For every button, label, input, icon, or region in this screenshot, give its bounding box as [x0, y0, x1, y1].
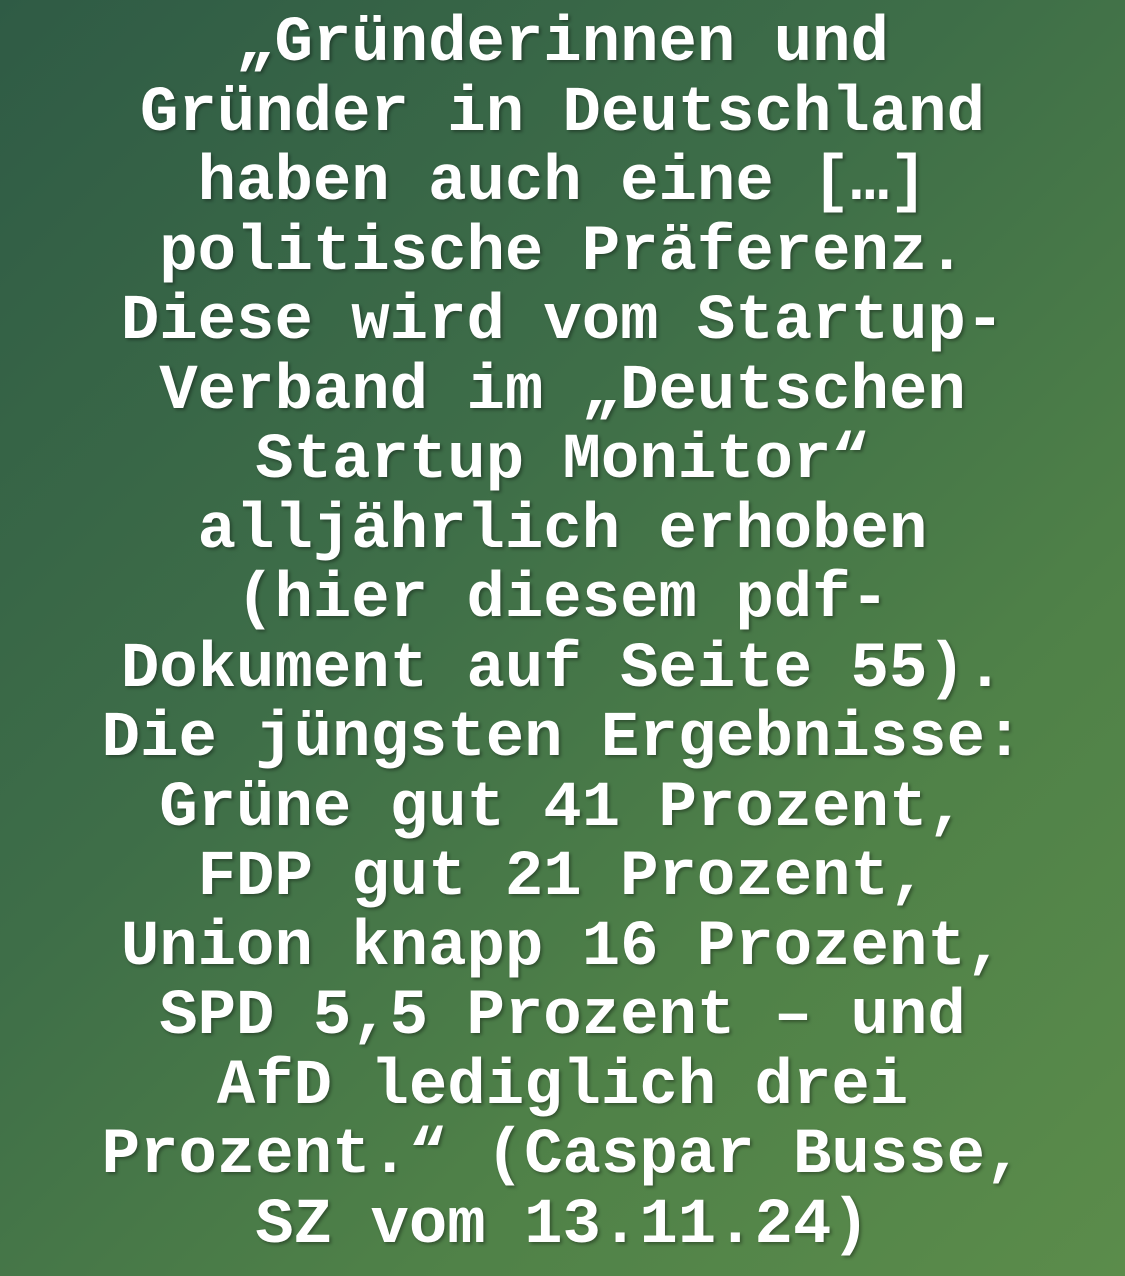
quote-line: SPD 5,5 Prozent – und	[159, 981, 966, 1053]
quote-line: Diese wird vom Startup-	[120, 286, 1005, 358]
quote-line: Die jüngsten Ergebnisse:	[101, 703, 1024, 775]
quote-line: Prozent.“ (Caspar Busse,	[101, 1120, 1024, 1192]
quote-line: Gründer in Deutschland	[140, 77, 985, 150]
quote-line: politische Präferenz.	[159, 216, 966, 289]
quote-line: (hier diesem pdf-	[236, 564, 889, 636]
quote-line: Grüne gut 41 Prozent,	[159, 772, 966, 845]
quote-line: „Gründerinnen und	[236, 8, 889, 80]
quote-citation-line: SZ vom 13.11.24)	[255, 1189, 870, 1262]
quote-line: Verband im „Deutschen	[159, 355, 966, 428]
quote-text-block: „Gründerinnen und Gründer in Deutschland…	[0, 8, 1125, 1262]
quote-line: AfD lediglich drei	[216, 1050, 909, 1123]
quote-line: FDP gut 21 Prozent,	[197, 842, 928, 914]
quote-line: Startup Monitor“	[255, 425, 870, 497]
quote-line: alljährlich erhoben	[197, 494, 928, 567]
quote-line: Union knapp 16 Prozent,	[120, 911, 1005, 984]
quote-line: Dokument auf Seite 55).	[120, 633, 1005, 706]
quote-line: haben auch eine […]	[197, 147, 928, 219]
